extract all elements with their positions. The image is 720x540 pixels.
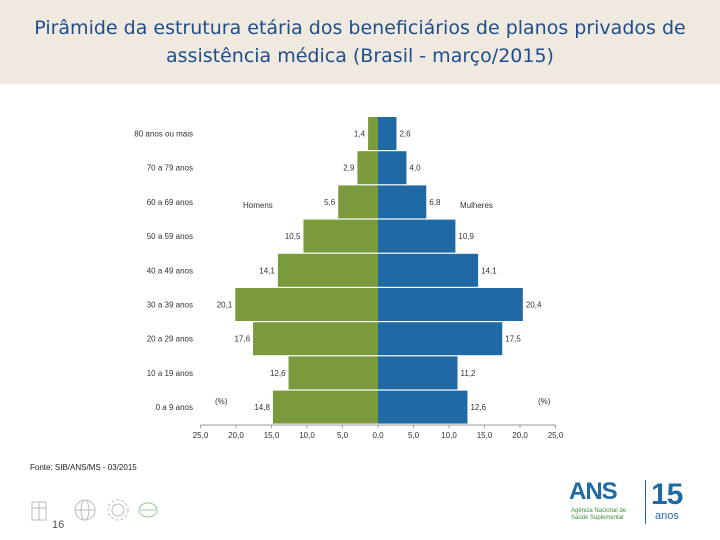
value-label-men: 2,9 — [343, 164, 355, 173]
category-label: 50 a 59 anos — [147, 232, 193, 241]
value-label-women: 12,6 — [470, 403, 486, 412]
value-label-women: 11,2 — [461, 369, 477, 378]
value-label-men: 5,6 — [324, 198, 336, 207]
category-label: 30 a 39 anos — [147, 301, 193, 310]
value-label-women: 6,8 — [429, 198, 441, 207]
bar-men — [235, 288, 378, 321]
bar-men — [368, 117, 378, 150]
category-label: 80 anos ou mais — [134, 130, 193, 139]
page-title-line-2: assistência médica (Brasil - março/2015) — [166, 45, 554, 67]
bar-men — [272, 390, 378, 424]
value-label-women: 20,4 — [526, 301, 542, 310]
leaf-icon — [138, 502, 158, 518]
value-label-men: 17,6 — [234, 335, 250, 344]
category-label: 20 a 29 anos — [147, 335, 193, 344]
x-tick-label: 15,0 — [264, 431, 280, 440]
logo-divider — [645, 480, 646, 524]
globe-icon — [74, 499, 96, 521]
page-number: 16 — [52, 519, 65, 531]
bar-men — [277, 253, 378, 287]
bar-women — [378, 253, 479, 287]
title-band: Pirâmide da estrutura etária dos benefic… — [0, 0, 720, 84]
value-label-men: 14,1 — [259, 266, 275, 275]
x-tick-label: 0,0 — [372, 431, 384, 440]
bar-women — [378, 185, 427, 219]
value-label-women: 17,5 — [505, 335, 521, 344]
x-tick-label: 20,0 — [512, 431, 528, 440]
value-label-men: 10,5 — [285, 232, 301, 241]
value-label-women: 4,0 — [409, 164, 421, 173]
logo-wordmark: ANS — [569, 478, 618, 505]
bar-women — [378, 117, 397, 150]
value-label-women: 10,9 — [458, 232, 474, 241]
legend-women: Mulheres — [460, 201, 493, 210]
category-label: 70 a 79 anos — [147, 164, 193, 173]
value-label-women: 2,6 — [399, 130, 411, 139]
x-tick-label: 10,0 — [441, 431, 457, 440]
bar-men — [288, 356, 378, 390]
bar-men — [253, 322, 378, 356]
bar-men — [357, 151, 378, 185]
category-label: 10 a 19 anos — [147, 369, 193, 378]
value-label-men: 12,6 — [270, 369, 286, 378]
bar-women — [378, 219, 456, 253]
page-title-line-1: Pirâmide da estrutura etária dos benefic… — [34, 17, 686, 39]
category-label: 0 a 9 anos — [156, 403, 193, 412]
x-tick-label: 20,0 — [228, 431, 244, 440]
value-label-men: 14,8 — [254, 403, 270, 412]
bar-men — [303, 219, 378, 253]
category-label: 40 a 49 anos — [147, 266, 193, 275]
ans-logo: ANS Agência Nacional de Saúde Suplementa… — [565, 478, 695, 528]
value-label-men: 1,4 — [354, 130, 366, 139]
legend-men: Homens — [243, 201, 273, 210]
x-tick-label: 25,0 — [193, 431, 209, 440]
bar-women — [378, 151, 407, 185]
bar-women — [378, 322, 503, 356]
value-label-women: 14,1 — [481, 266, 497, 275]
value-label-men: 20,1 — [217, 301, 233, 310]
x-tick-label: 25,0 — [548, 431, 564, 440]
gear-icon — [107, 499, 129, 521]
x-tick-label: 10,0 — [299, 431, 315, 440]
bar-women — [378, 390, 468, 424]
logo-years-label: anos — [655, 510, 679, 522]
unit-label-right: (%) — [538, 397, 551, 406]
building-icon — [31, 501, 47, 521]
category-label: 60 a 69 anos — [147, 198, 193, 207]
bar-men — [338, 185, 378, 219]
x-tick-label: 15,0 — [477, 431, 493, 440]
unit-label-left: (%) — [215, 397, 228, 406]
bar-women — [378, 356, 458, 390]
source-note: Fonte: SIB/ANS/MS - 03/2015 — [30, 463, 137, 472]
x-tick-label: 5,0 — [408, 431, 420, 440]
logo-years: 15 — [651, 478, 683, 511]
footer-icons — [31, 499, 158, 521]
logo-subtitle: Agência Nacional de Saúde Suplementar — [571, 508, 627, 521]
bar-women — [378, 288, 523, 321]
x-tick-label: 5,0 — [337, 431, 349, 440]
